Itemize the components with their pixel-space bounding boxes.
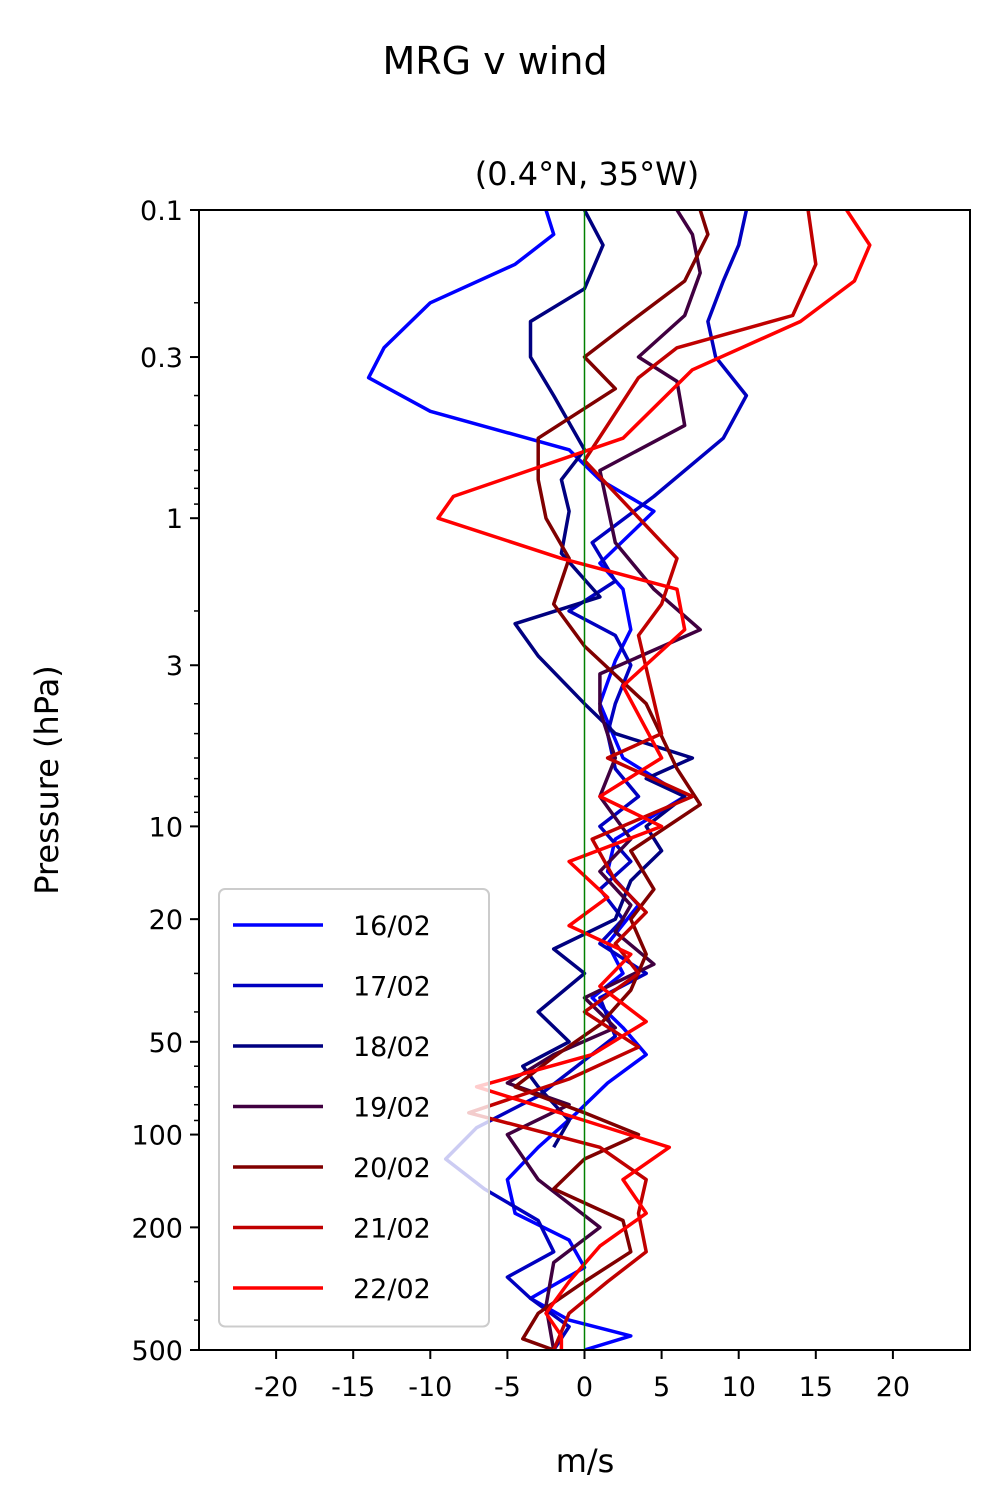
legend-entry-label: 20/02 [353, 1153, 431, 1184]
x-tick-label: -15 [331, 1372, 375, 1403]
series-line-5 [513, 210, 710, 1350]
series-line-7 [436, 210, 872, 1350]
chart-title: MRG v wind [382, 39, 607, 83]
x-tick-label: -5 [494, 1372, 521, 1403]
x-tick-label: 0 [576, 1372, 593, 1403]
x-tick-label: -10 [408, 1372, 452, 1403]
y-tick-label: 100 [131, 1121, 183, 1152]
legend-entry-label: 22/02 [353, 1274, 431, 1305]
x-tick-label: 15 [799, 1372, 833, 1403]
x-axis: -20 -15 -10 -5 0 5 10 15 20 [254, 1350, 910, 1403]
x-tick-label: 10 [722, 1372, 756, 1403]
legend: 16/02 17/02 18/02 19/02 20/02 21/02 22/02 [218, 888, 490, 1328]
legend-entry-label: 18/02 [353, 1032, 431, 1063]
y-tick-label: 0.1 [140, 196, 183, 227]
series-line-1 [366, 210, 687, 1350]
y-axis: 0.1 0.3 1 3 10 20 50 100 200 500 [131, 196, 199, 1367]
legend-entry-label: 19/02 [353, 1093, 431, 1124]
x-tick-label: 5 [653, 1372, 670, 1403]
series-layer [366, 210, 872, 1350]
series-line-2 [443, 210, 749, 1350]
y-tick-label: 500 [131, 1336, 183, 1367]
y-tick-label: 50 [149, 1028, 183, 1059]
x-axis-label: m/s [556, 1442, 615, 1480]
y-tick-label: 3 [166, 651, 183, 682]
y-tick-label: 1 [166, 504, 183, 535]
legend-box [218, 888, 490, 1328]
y-tick-label: 200 [131, 1213, 183, 1244]
y-tick-label: 0.3 [140, 343, 183, 374]
y-tick-label: 20 [149, 905, 183, 936]
x-tick-label: -20 [254, 1372, 298, 1403]
y-tick-label: 10 [149, 812, 183, 843]
legend-entry-label: 17/02 [353, 972, 431, 1003]
legend-entry-label: 16/02 [353, 911, 431, 942]
chart-subtitle: (0.4°N, 35°W) [475, 155, 700, 193]
x-tick-label: 20 [876, 1372, 910, 1403]
series-line-6 [467, 210, 818, 1350]
legend-entry-label: 21/02 [353, 1214, 431, 1245]
y-axis-label: Pressure (hPa) [28, 665, 66, 895]
series-line-4 [505, 210, 702, 1350]
